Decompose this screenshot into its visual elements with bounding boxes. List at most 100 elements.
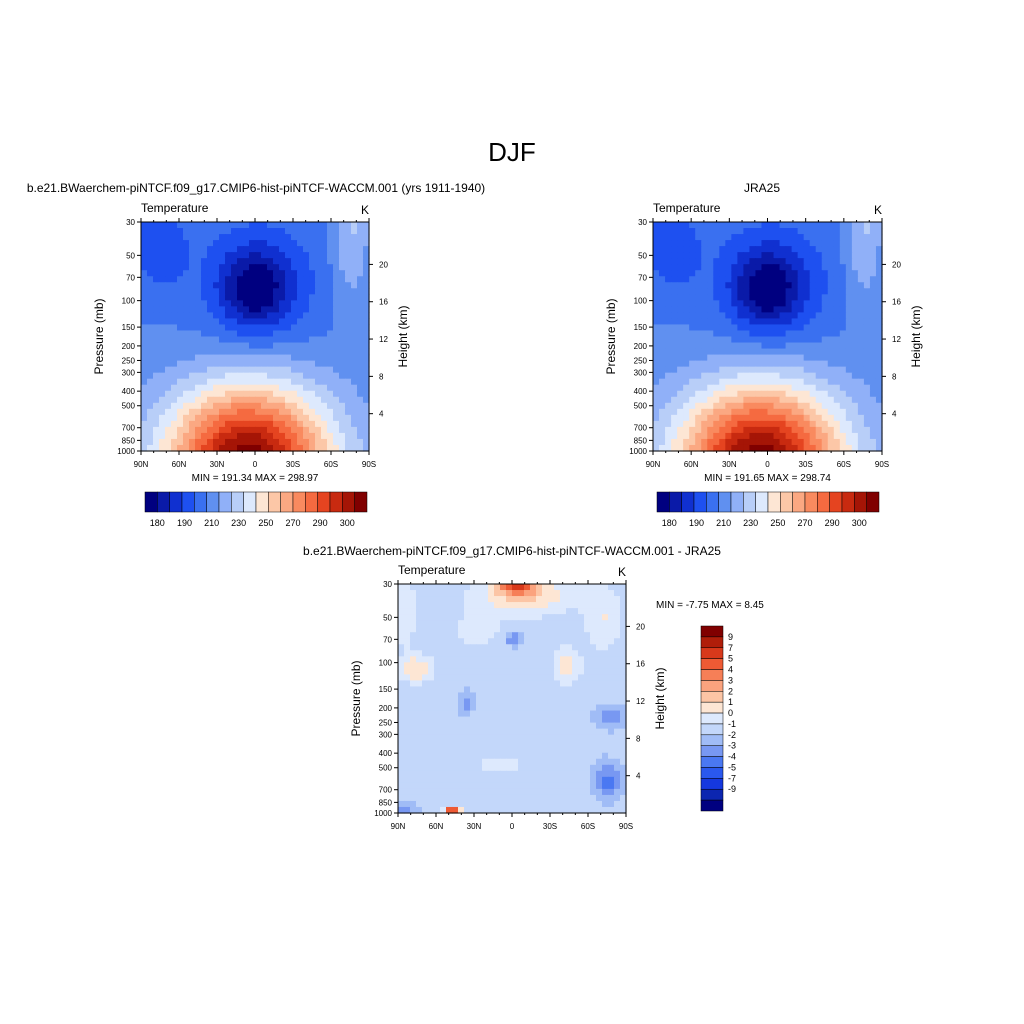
left-string: Temperature <box>653 201 721 215</box>
field-cell <box>845 228 853 235</box>
field-cell <box>464 668 471 675</box>
field-cell <box>345 294 352 301</box>
field-cell <box>749 348 757 356</box>
field-cell <box>803 300 811 307</box>
field-cell <box>327 348 334 356</box>
field-cell <box>797 402 805 410</box>
field-cell <box>614 734 621 742</box>
field-cell <box>608 602 615 609</box>
field-cell <box>554 590 561 597</box>
field-cell <box>803 348 811 356</box>
field-cell <box>500 764 507 772</box>
field-cell <box>542 776 549 784</box>
field-cell <box>590 746 597 754</box>
field-cell <box>279 384 286 392</box>
field-cell <box>737 246 744 253</box>
field-cell <box>458 614 465 621</box>
field-cell <box>659 234 666 241</box>
field-cell <box>809 420 817 428</box>
field-cell <box>482 590 489 597</box>
field-cell <box>731 294 738 301</box>
field-cell <box>737 222 744 229</box>
field-cell <box>195 300 202 307</box>
field-cell <box>297 240 304 247</box>
field-cell <box>422 758 429 766</box>
field-cell <box>851 222 859 229</box>
field-cell <box>596 626 603 633</box>
field-cell <box>357 372 364 380</box>
field-cell <box>464 626 471 633</box>
field-cell <box>279 252 286 259</box>
field-cell <box>357 330 364 338</box>
field-cell <box>749 240 757 247</box>
field-cell <box>213 258 220 265</box>
field-cell <box>482 728 489 736</box>
field-cell <box>315 276 322 283</box>
field-cell <box>357 378 364 386</box>
field-cell <box>875 408 883 416</box>
field-cell <box>572 680 579 688</box>
field-cell <box>159 432 166 440</box>
field-cell <box>614 770 621 778</box>
field-cell <box>297 252 304 259</box>
field-cell <box>518 752 525 760</box>
field-cell <box>428 746 435 754</box>
field-cell <box>875 378 883 386</box>
colorbar-label: -7 <box>728 773 736 783</box>
field-cell <box>701 408 708 416</box>
field-cell <box>219 402 226 410</box>
field-cell <box>827 444 835 452</box>
field-cell <box>315 258 322 265</box>
field-cell <box>363 372 370 380</box>
field-cell <box>207 246 214 253</box>
field-cell <box>773 306 781 313</box>
field-cell <box>767 300 775 307</box>
field-cell <box>845 276 853 283</box>
field-cell <box>309 312 316 320</box>
field-cell <box>821 282 829 289</box>
field-cell <box>243 276 250 283</box>
field-cell <box>297 390 304 398</box>
field-cell <box>458 776 465 784</box>
field-cell <box>689 228 696 235</box>
field-cell <box>482 764 489 772</box>
field-cell <box>255 438 262 446</box>
field-cell <box>773 330 781 338</box>
field-cell <box>309 372 316 380</box>
field-cell <box>845 360 853 368</box>
field-cell <box>249 294 256 301</box>
field-cell <box>165 258 172 265</box>
field-cell <box>243 324 250 332</box>
field-cell <box>165 432 172 440</box>
field-cell <box>398 758 405 766</box>
field-cell <box>827 348 835 356</box>
field-cell <box>821 234 829 241</box>
field-cell <box>147 222 154 229</box>
field-cell <box>153 336 160 344</box>
field-cell <box>458 716 465 724</box>
field-cell <box>153 360 160 368</box>
field-cell <box>440 728 447 736</box>
field-cell <box>482 752 489 760</box>
field-cell <box>791 222 799 229</box>
field-cell <box>357 408 364 416</box>
field-cell <box>285 306 292 313</box>
field-cell <box>267 444 274 452</box>
field-cell <box>171 354 178 362</box>
field-cell <box>755 390 763 398</box>
field-cell <box>434 674 441 682</box>
field-cell <box>482 722 489 730</box>
field-cell <box>363 228 370 235</box>
field-cell <box>707 324 714 332</box>
field-cell <box>279 396 286 404</box>
field-cell <box>464 674 471 682</box>
field-cell <box>243 330 250 338</box>
field-cell <box>524 698 531 706</box>
field-cell <box>737 324 744 332</box>
field-cell <box>839 342 847 350</box>
field-cell <box>261 402 268 410</box>
field-cell <box>476 674 483 682</box>
field-cell <box>410 656 417 663</box>
field-cell <box>659 420 666 428</box>
